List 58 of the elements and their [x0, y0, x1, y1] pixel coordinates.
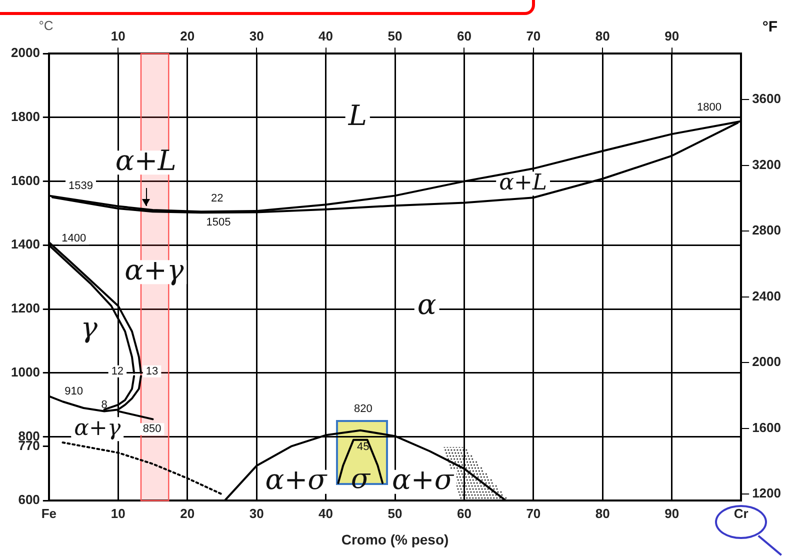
x2-tick-label: 40: [318, 28, 334, 44]
annotation: 910: [64, 386, 84, 398]
annotation: 45: [357, 440, 370, 453]
annotation: 850: [142, 423, 162, 436]
y2-tick-label: 3600: [752, 91, 781, 106]
x2-tick-label: 70: [526, 28, 541, 44]
annotation: 1800: [697, 101, 722, 114]
x-tick-label: Cr: [734, 506, 748, 521]
y-tick-label: 1400: [11, 236, 40, 252]
x-tick-label: 40: [318, 506, 334, 521]
y-axis-title: °C: [38, 18, 54, 34]
annotation: α+L: [115, 144, 176, 177]
annotation: γ: [80, 311, 98, 344]
annotation: α+γ: [74, 416, 122, 441]
x-axis-title: Cromo (% peso): [341, 531, 449, 548]
annotation: 820: [354, 402, 372, 415]
y2-tick-label: 2800: [752, 222, 781, 238]
x2-tick-label: 80: [595, 28, 610, 44]
y2-tick-label: 1200: [752, 486, 781, 501]
annotation: L: [347, 99, 367, 132]
x-tick-label: 60: [456, 506, 472, 521]
y2-axis-title: °F: [762, 18, 778, 36]
annotation: 1539: [68, 180, 93, 192]
y-tick-label: 1200: [11, 300, 40, 316]
annotation: 1505: [206, 216, 231, 229]
annotation: α+γ: [124, 253, 184, 286]
x2-tick-label: 50: [388, 28, 402, 44]
y-tick-label: 1000: [11, 364, 40, 380]
annotation: α: [417, 288, 436, 321]
y-tick-label: 2000: [11, 45, 40, 60]
x-tick-label: Fe: [41, 506, 57, 521]
annotation: 22: [210, 192, 224, 204]
x-tick-label: 30: [249, 506, 264, 521]
x-tick-label: 90: [664, 506, 680, 521]
annotation: 13: [146, 365, 158, 378]
x-tick-label: 20: [180, 506, 195, 521]
annotation: 12: [111, 365, 124, 378]
x-tick-label: 70: [526, 506, 541, 521]
annotation: 8: [101, 398, 108, 411]
y-tick-label: 600: [18, 492, 40, 508]
x2-tick-label: 20: [180, 28, 195, 44]
y-tick-label: 1600: [11, 172, 40, 188]
x2-tick-label: 10: [110, 28, 126, 44]
x-tick-label: 10: [110, 506, 126, 521]
x2-tick-label: 60: [456, 28, 472, 44]
annotation: α+σ: [265, 463, 328, 496]
y2-tick-label: 3200: [752, 156, 781, 172]
annotation: α+L: [499, 170, 548, 196]
y2-tick-label: 1600: [752, 420, 781, 435]
x-tick-label: 50: [388, 506, 402, 521]
annotation: 1400: [62, 232, 86, 245]
x2-tick-label: 30: [249, 28, 264, 44]
x2-tick-label: 90: [664, 28, 680, 44]
y-tick-label: 1800: [11, 109, 40, 124]
y2-tick-label: 2400: [752, 288, 781, 304]
annotation: α+σ: [392, 463, 454, 496]
y2-tick-label: 2000: [752, 354, 781, 370]
x-tick-label: 80: [595, 506, 610, 521]
